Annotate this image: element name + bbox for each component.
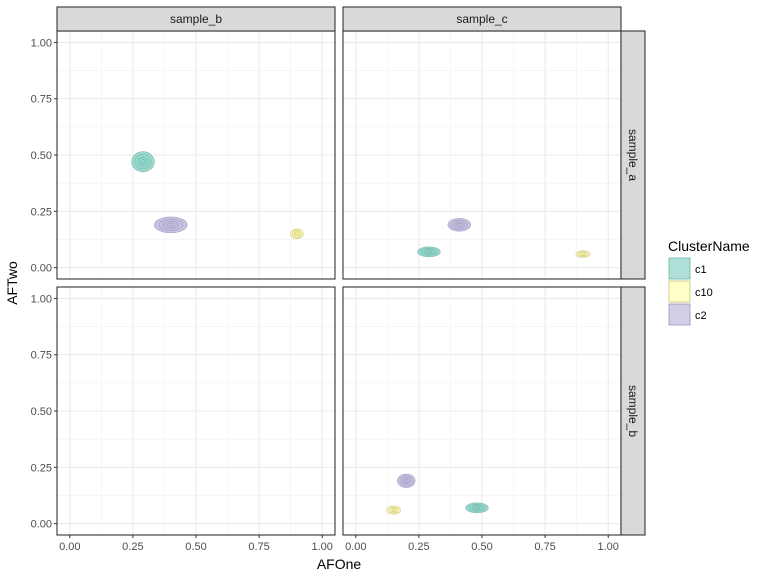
legend-swatch <box>668 257 691 280</box>
y-tick-label: 0.25 <box>31 462 52 474</box>
x-tick-label: 0.75 <box>248 541 269 553</box>
panel-sample_a-sample_c <box>342 30 622 280</box>
panels-layer <box>56 30 622 536</box>
y-axis-title: AFTwo <box>4 261 20 305</box>
density-cluster-c1 <box>417 246 441 258</box>
density-contour <box>423 249 435 255</box>
strip-label: sample_b <box>626 385 640 437</box>
legend-swatch <box>668 303 691 326</box>
density-contour <box>137 156 149 167</box>
strip-background <box>620 286 646 536</box>
panel-sample_a-sample_b <box>56 30 336 280</box>
legend-title: ClusterName <box>668 238 750 254</box>
x-axis-title: AFOne <box>317 556 362 572</box>
density-contour <box>390 507 398 513</box>
y-tick-label: 0.50 <box>31 406 52 418</box>
strip-background <box>56 6 336 32</box>
x-tick-label: 0.75 <box>534 541 555 553</box>
density-cluster-c2 <box>447 218 471 232</box>
strip-background <box>342 6 622 32</box>
legend-label: c10 <box>695 287 713 299</box>
density-contour <box>401 477 411 485</box>
facet-strips: sample_b sample_c sample_a sample_b <box>56 6 646 536</box>
legend-label: c2 <box>695 310 707 322</box>
y-tick-label: 0.50 <box>31 150 52 162</box>
density-cluster-c2 <box>397 473 416 488</box>
y-tick-label: 0.75 <box>31 94 52 106</box>
x-tick-label: 0.00 <box>345 541 366 553</box>
strip-label: sample_a <box>626 129 640 181</box>
strip-row-sample_b: sample_b <box>620 286 646 536</box>
strip-col-sample_c: sample_c <box>342 6 622 32</box>
density-contour <box>456 223 463 227</box>
x-tick-label: 0.00 <box>59 541 80 553</box>
density-contour <box>163 220 179 229</box>
density-cluster-c1 <box>131 151 155 173</box>
axes-layer: 0.00 0.25 0.50 0.75 1.00 0.00 0.25 0.50 0.75 1.00… <box>31 37 619 553</box>
y-tick-label: 0.00 <box>31 519 52 531</box>
density-cluster-c10 <box>290 228 304 240</box>
density-contour <box>581 252 585 256</box>
strip-label: sample_b <box>170 12 222 26</box>
y-tick-label: 1.00 <box>31 293 52 305</box>
legend-swatch <box>668 280 691 303</box>
x-tick-label: 0.50 <box>185 541 206 553</box>
density-contour <box>140 159 146 165</box>
y-tick-label: 0.00 <box>31 263 52 275</box>
density-contour <box>426 250 432 254</box>
legend: ClusterName c1 c10 c2 <box>668 238 750 326</box>
density-contour <box>166 222 175 227</box>
density-cluster-c2 <box>154 216 188 234</box>
strip-col-sample_b: sample_b <box>56 6 336 32</box>
density-contour <box>391 508 396 512</box>
density-contour <box>295 232 299 236</box>
density-cluster-c1 <box>465 502 489 514</box>
y-tick-label: 0.75 <box>31 350 52 362</box>
x-tick-label: 1.00 <box>598 541 619 553</box>
x-tick-label: 0.25 <box>122 541 143 553</box>
panel-sample_b-sample_c <box>342 286 622 536</box>
density-cluster-c10 <box>386 505 402 515</box>
x-tick-label: 0.25 <box>408 541 429 553</box>
density-contour <box>403 478 409 483</box>
legend-label: c1 <box>695 264 707 276</box>
density-contour <box>158 218 183 231</box>
density-contour <box>134 154 152 170</box>
legend-item-c1: c1 <box>668 257 707 280</box>
x-tick-label: 1.00 <box>312 541 333 553</box>
density-contour <box>474 506 480 510</box>
density-contour <box>293 231 301 237</box>
y-tick-label: 1.00 <box>31 37 52 49</box>
strip-row-sample_a: sample_a <box>620 30 646 280</box>
x-tick-label: 0.50 <box>471 541 492 553</box>
density-contour <box>453 221 465 228</box>
y-tick-label: 0.25 <box>31 206 52 218</box>
legend-item-c10: c10 <box>668 280 713 303</box>
panel-sample_b-sample_b <box>56 286 336 536</box>
strip-label: sample_c <box>456 12 507 26</box>
density-contour <box>471 505 483 511</box>
legend-item-c2: c2 <box>668 303 707 326</box>
density-cluster-c10 <box>575 250 591 258</box>
strip-background <box>620 30 646 280</box>
